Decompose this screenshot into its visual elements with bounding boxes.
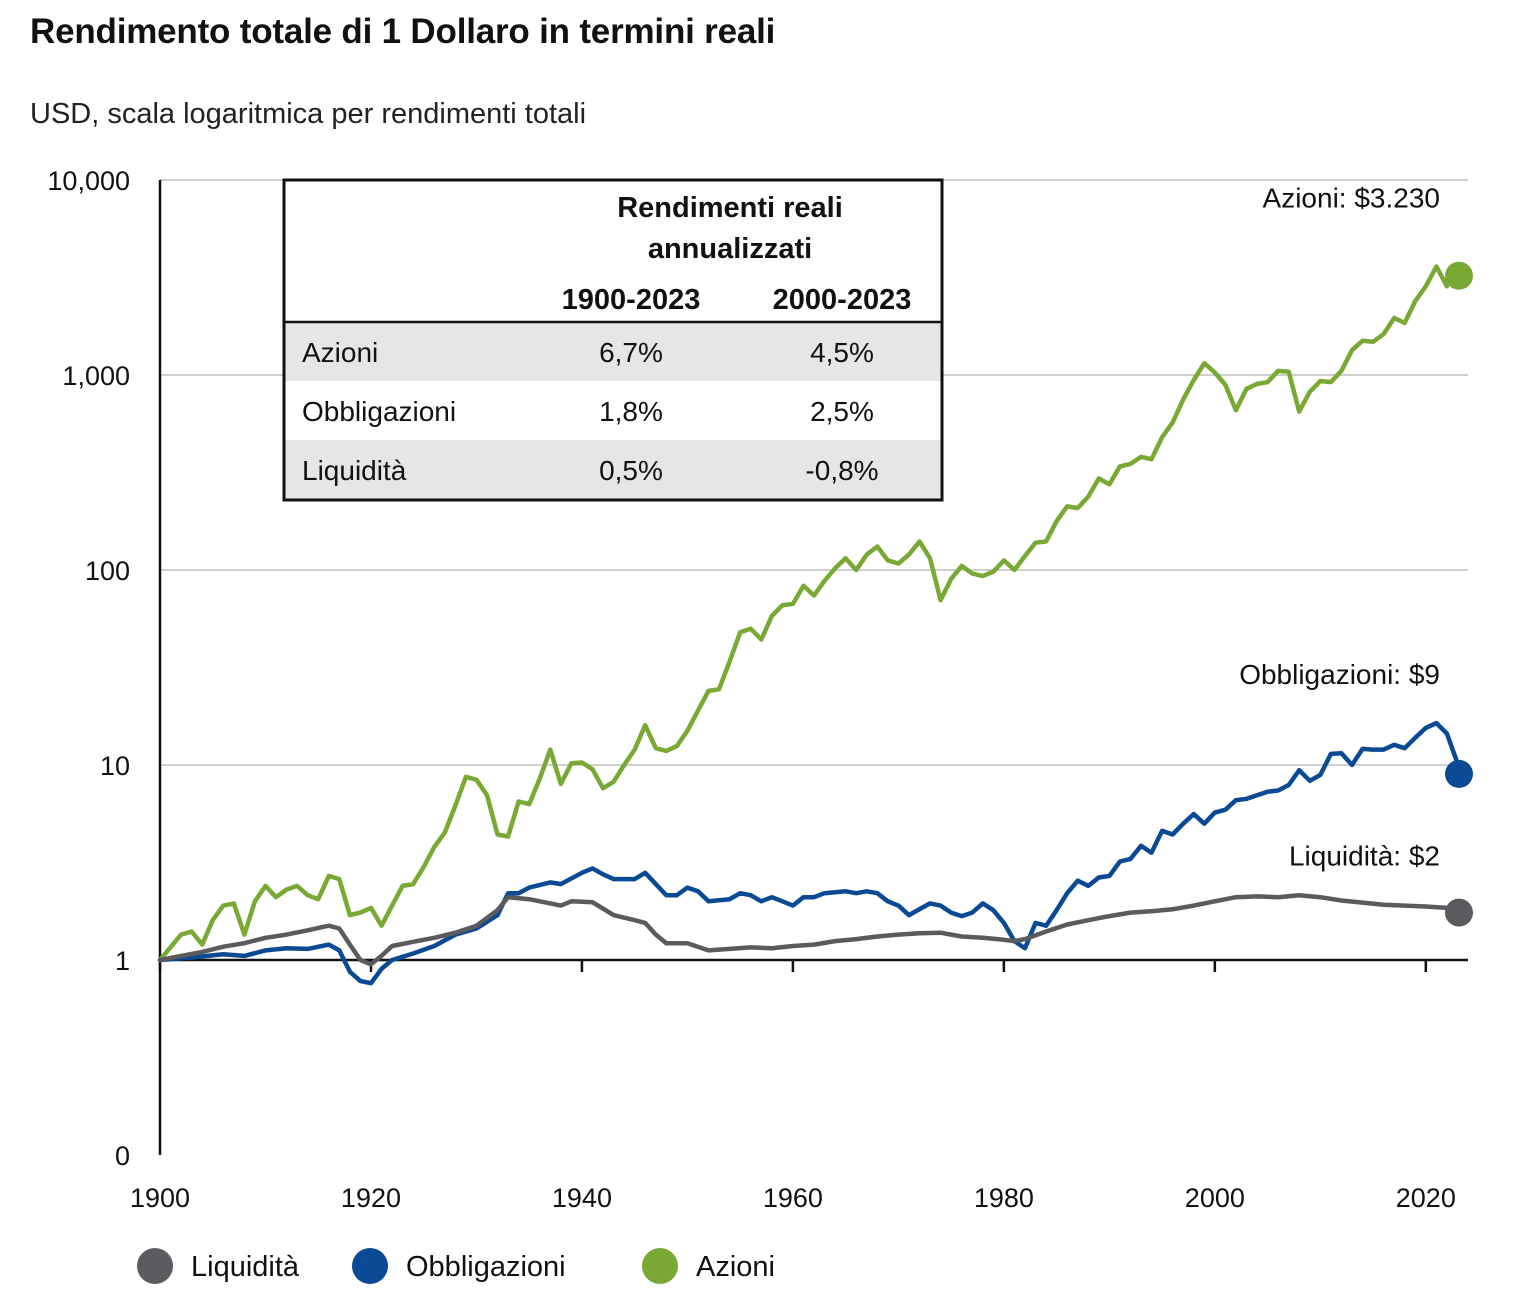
legend-label-azioni: Azioni [696, 1251, 775, 1283]
end-label-liquidità: Liquidità: $2 [1289, 841, 1440, 872]
series-layer: Azioni: $3.230 Obbligazioni: $9 Liquidità:… [157, 183, 1473, 986]
x-tick-label: 1920 [341, 1183, 401, 1213]
table-col-header: 1900-2023 [562, 284, 701, 316]
legend-swatch-azioni [642, 1248, 678, 1284]
series-line-liquidità [157, 892, 1460, 967]
returns-table: Azioni 6,7% 4,5% Obbligazioni 1,8% 2,5% Liquid… [282, 178, 944, 502]
y-tick-label: 0 [115, 1141, 130, 1171]
table-row-label: Obbligazioni [302, 396, 456, 427]
table-cell: 4,5% [810, 337, 874, 368]
table-cell: 6,7% [599, 337, 663, 368]
x-tick-label: 1940 [552, 1183, 612, 1213]
legend: Liquidità Obbligazioni Azioni [137, 1248, 775, 1284]
table-cell: -0,8% [805, 455, 878, 486]
table-cell: 1,8% [599, 396, 663, 427]
table-row-shade [284, 322, 942, 381]
y-tick-label: 1 [115, 946, 130, 976]
y-tick-label: 10,000 [47, 166, 130, 196]
chart-title: Rendimento totale di 1 Dollaro in termin… [30, 12, 776, 51]
table-cell: 2,5% [810, 396, 874, 427]
legend-swatch-obbligazioni [352, 1248, 388, 1284]
y-tick-label: 100 [85, 556, 130, 586]
table-cell: 0,5% [599, 455, 663, 486]
end-label-obbligazioni: Obbligazioni: $9 [1239, 659, 1440, 690]
table-row-label: Liquidità [302, 455, 407, 486]
legend-label-obbligazioni: Obbligazioni [406, 1251, 566, 1283]
table-border [282, 178, 944, 502]
chart-subtitle: USD, scala logaritmica per rendimenti to… [30, 98, 587, 130]
end-marker-obbligazioni [1445, 759, 1473, 788]
x-tick-label: 2000 [1185, 1183, 1245, 1213]
series-line-azioni [157, 264, 1450, 963]
legend-swatch-liquidità [137, 1248, 173, 1284]
table-row-label: Azioni [302, 337, 378, 368]
end-marker-azioni [1445, 261, 1473, 290]
x-tick-label: 1960 [763, 1183, 823, 1213]
table-col-header: 2000-2023 [773, 284, 912, 316]
table-header-line: annualizzati [648, 233, 812, 265]
x-tick-label: 2020 [1396, 1183, 1456, 1213]
series-line-obbligazioni [157, 720, 1460, 986]
end-label-azioni: Azioni: $3.230 [1263, 183, 1440, 214]
table-row-shade [284, 440, 942, 499]
legend-label-liquidità: Liquidità [191, 1251, 300, 1283]
table-header-line: Rendimenti reali [617, 192, 843, 224]
x-tick-label: 1900 [130, 1183, 190, 1213]
x-tick-label: 1980 [974, 1183, 1034, 1213]
y-tick-label: 10 [100, 751, 130, 781]
y-tick-label: 1,000 [62, 361, 130, 391]
end-marker-liquidità [1445, 898, 1473, 927]
